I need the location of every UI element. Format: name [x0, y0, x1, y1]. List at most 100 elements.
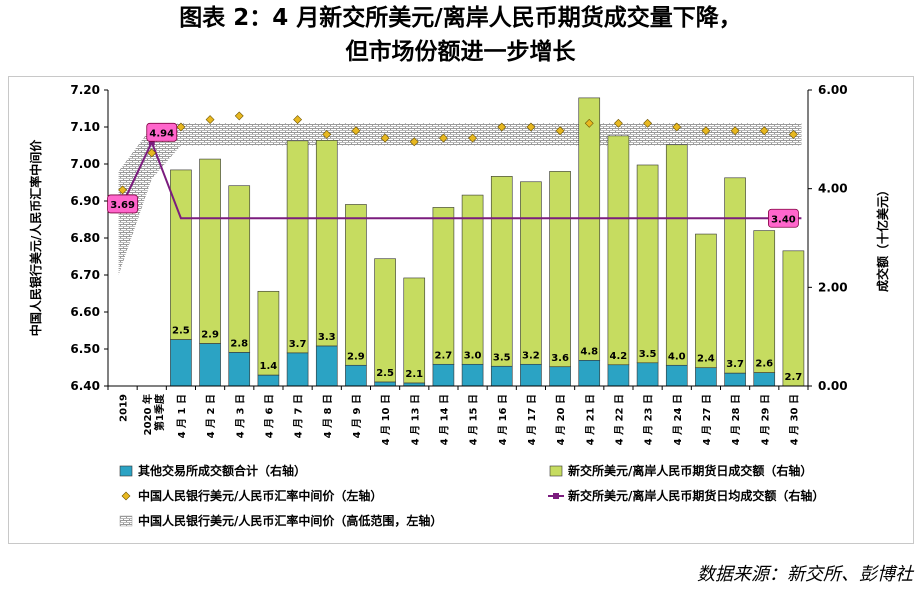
legend-swatch-fixing: [121, 491, 131, 501]
right-tick-label: 0.00: [818, 379, 848, 393]
x-label-day: 4 月 13 日: [409, 394, 421, 445]
x-label-day: 4 月 10 日: [380, 394, 392, 445]
x-label-day: 4 月 29 日: [759, 394, 771, 445]
x-label-day: 4 月 8 日: [322, 394, 334, 438]
bar-data-label: 3.7: [726, 359, 744, 370]
fixing-marker: [322, 129, 332, 139]
right-axis-title: 成交额（十亿美元）: [875, 184, 890, 292]
legend-label: 新交所美元/离岸人民币期货日成交额（右轴）: [568, 463, 812, 478]
avg-volume-marker: [148, 139, 155, 146]
x-label-day: 4 月 14 日: [438, 394, 450, 445]
bar-other: [345, 364, 367, 387]
bar-sgx: [199, 158, 221, 344]
bar-other: [607, 364, 630, 387]
bar-data-label: 3.6: [551, 353, 569, 364]
bar-sgx: [695, 233, 717, 369]
bar-data-label: 4.0: [668, 351, 686, 362]
legend-label: 中国人民银行美元/人民币汇率中间价（高低范围，左轴）: [138, 513, 442, 528]
fixing-marker: [468, 133, 478, 143]
bar-other: [199, 343, 221, 387]
bar-sgx: [461, 194, 484, 365]
right-tick-label: 4.00: [818, 182, 848, 196]
chart-svg: 6.40 6.50 6.60 6.70 6.80 6.90 7.00 7.10 7.20 0.00…: [28, 83, 890, 528]
fixing-marker: [205, 115, 215, 125]
source-note: 数据来源：新交所、彭博社: [697, 564, 913, 585]
x-label-day: 4 月 6 日: [263, 394, 275, 438]
bar-sgx: [286, 140, 309, 354]
fixing-marker: [613, 118, 623, 128]
bar-sgx: [549, 171, 571, 368]
bar-other: [315, 345, 338, 387]
bar-other: [490, 365, 513, 387]
left-tick-label: 6.90: [70, 194, 100, 208]
bar-data-label: 2.1: [405, 369, 423, 380]
bar-data-label: 2.5: [172, 326, 190, 337]
bar-data-label: 3.3: [318, 332, 336, 343]
left-tick-label: 6.40: [70, 379, 100, 393]
fixing-marker: [380, 133, 390, 143]
bar-sgx: [753, 230, 776, 373]
bar-other: [228, 352, 251, 387]
left-tick-label: 6.80: [70, 231, 100, 245]
bar-other: [724, 372, 746, 387]
bar-other: [374, 381, 396, 387]
x-label-day: 4 月 30 日: [788, 394, 800, 445]
bar-other: [578, 360, 601, 387]
bar-data-label: 2.4: [697, 354, 715, 365]
x-label-day: 4 月 17 日: [526, 394, 538, 445]
callout-box: [107, 194, 138, 214]
bar-other: [695, 367, 717, 387]
x-label-day: 4 月 3 日: [234, 394, 246, 438]
fixing-marker: [584, 118, 594, 128]
callout-box: [146, 122, 178, 142]
x-label-day: 4 月 9 日: [351, 394, 363, 438]
left-tick-label: 7.20: [70, 83, 100, 97]
bar-sgx: [607, 135, 630, 366]
fixing-marker: [672, 122, 682, 132]
fixing-marker: [409, 137, 419, 147]
bar-other: [636, 362, 659, 387]
bar-sgx: [403, 277, 426, 384]
range-band: [118, 123, 802, 275]
legend-swatch-avg-marker: [553, 493, 559, 499]
fixing-marker: [147, 148, 157, 158]
x-label-day: 4 月 1 日: [176, 394, 188, 438]
fixing-marker: [234, 111, 244, 121]
bar-other: [432, 363, 455, 387]
x-label-day: 4 月 20 日: [555, 394, 567, 445]
bar-data-label: 2.7: [785, 372, 803, 383]
bar-data-label: 3.7: [289, 339, 307, 350]
x-label-2019: 2019: [119, 394, 130, 422]
bar-data-label: 3.5: [493, 352, 511, 363]
x-label-day: 4 月 7 日: [293, 394, 305, 438]
bar-sgx: [345, 204, 367, 366]
legend-label: 新交所美元/离岸人民币期货日均成交额（右轴）: [568, 488, 824, 503]
bar-sgx: [432, 207, 455, 365]
bar-sgx: [170, 169, 192, 340]
bar-data-label: 4.2: [610, 351, 628, 362]
legend-label: 其他交易所成交额合计（右轴）: [138, 463, 306, 478]
bar-sgx: [520, 181, 542, 365]
bar-other: [286, 352, 309, 387]
bar-data-label: 3.0: [464, 350, 482, 361]
legend-label: 中国人民银行美元/人民币汇率中间价（左轴）: [138, 488, 382, 503]
bar-data-label: 2.8: [230, 338, 248, 349]
bar-sgx: [782, 250, 805, 387]
bar-other: [257, 374, 280, 387]
bar-sgx: [374, 258, 396, 383]
left-tick-label: 6.60: [70, 305, 100, 319]
chart-title-line-2: 但市场份额进一步增长: [345, 39, 576, 65]
bar-data-label: 2.7: [435, 350, 453, 361]
x-label-day: 4 月 23 日: [643, 394, 655, 445]
fixing-marker: [701, 126, 711, 136]
x-label-q1: 第1季度: [153, 393, 166, 431]
right-tick-label: 6.00: [818, 83, 848, 97]
fixing-marker: [555, 126, 565, 136]
legend-swatch-other: [119, 465, 133, 477]
bar-other: [170, 339, 192, 387]
bar-other: [753, 372, 776, 387]
callout-label: 3.69: [110, 200, 135, 211]
bar-data-label: 2.9: [347, 351, 365, 362]
callout-label: 3.40: [771, 214, 796, 225]
left-tick-label: 7.00: [70, 157, 100, 171]
